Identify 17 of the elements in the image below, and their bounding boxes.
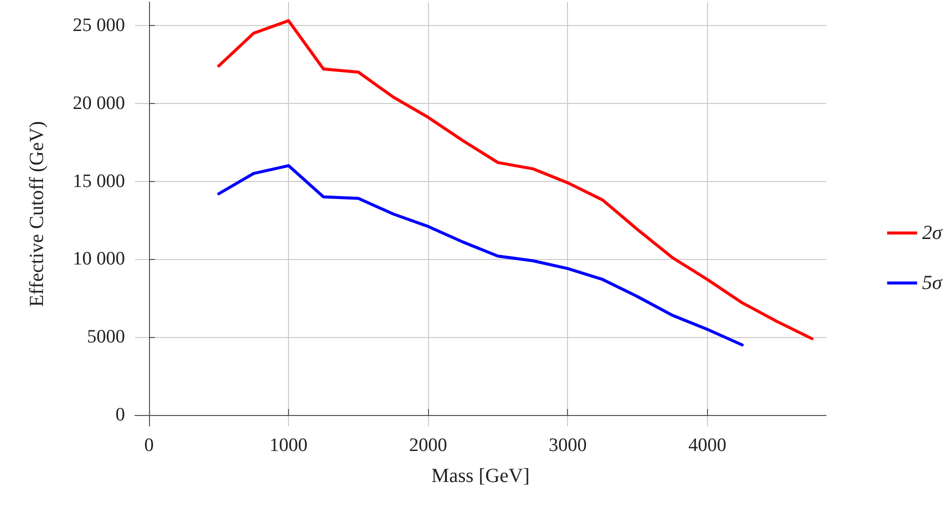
legend-label: 2σ	[922, 222, 944, 244]
x-tick-label: 1000	[270, 435, 308, 456]
y-axis-title: Effective Cutoff (GeV)	[26, 121, 48, 307]
line-series	[217, 164, 744, 346]
x-axis-title: Mass [GeV]	[431, 465, 530, 487]
x-tick-label: 0	[144, 435, 154, 456]
x-tick-label: 3000	[548, 435, 587, 456]
line-series	[217, 19, 814, 340]
x-tick-label: 4000	[688, 435, 726, 456]
y-tick-label: 20 000	[72, 92, 125, 114]
y-tick-label: 5000	[87, 326, 125, 348]
legend-label: 5σ	[922, 272, 944, 294]
x-tick-label: 2000	[409, 435, 448, 456]
y-tick-label: 10 000	[72, 248, 125, 270]
y-tick-label: 0	[116, 404, 125, 426]
y-tick-label: 25 000	[72, 14, 125, 36]
y-tick-label: 15 000	[72, 170, 125, 192]
